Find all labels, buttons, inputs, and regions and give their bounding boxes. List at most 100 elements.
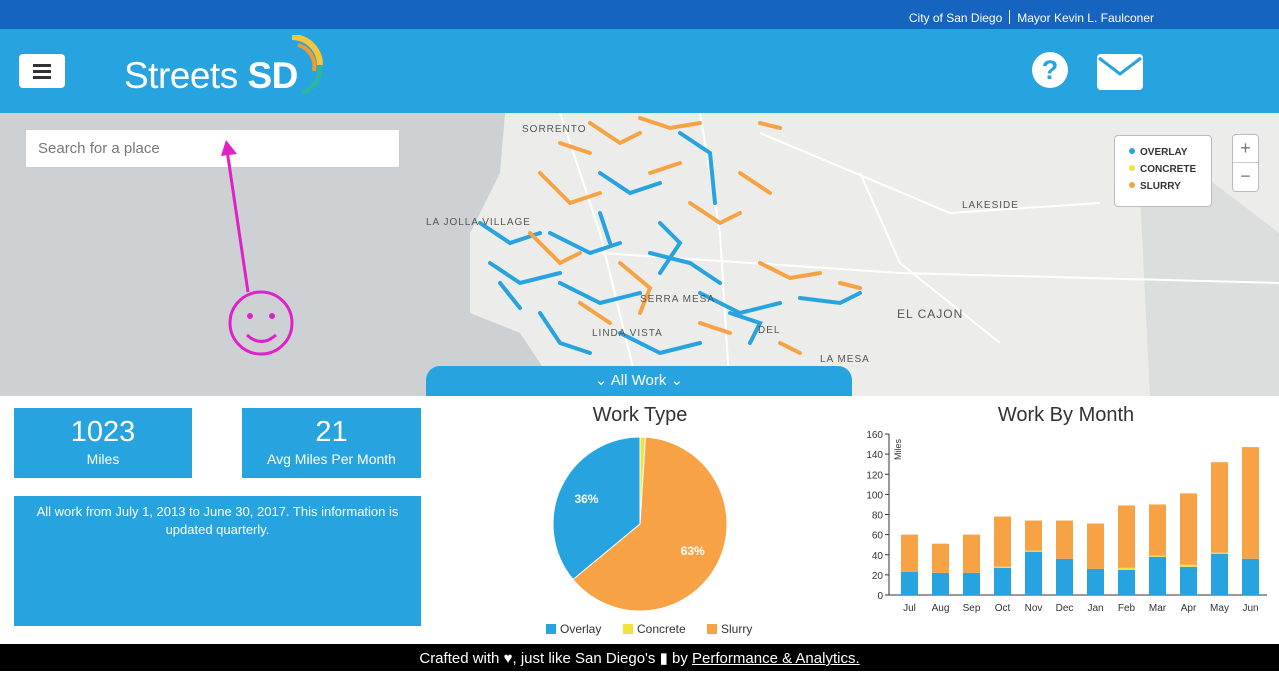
x-tick-label: Jan [1087, 603, 1103, 614]
bar-slurry[interactable] [1242, 447, 1259, 559]
bar-overlay[interactable] [932, 572, 949, 595]
mail-icon[interactable] [1097, 54, 1143, 90]
menu-button[interactable] [19, 54, 65, 88]
x-tick-label: Jul [903, 603, 916, 614]
pie-legend-label[interactable]: Slurry [721, 622, 752, 636]
beer-icon: ▮ [659, 650, 668, 667]
map-label: LAKESIDE [962, 200, 1019, 211]
chevron-down-icon: ⌄ [670, 372, 684, 389]
legend-item-concrete[interactable]: CONCRETE [1129, 164, 1211, 181]
map-label: EL CAJON [897, 307, 964, 321]
bar-concrete[interactable] [1149, 555, 1166, 557]
bar-overlay[interactable] [963, 572, 980, 595]
map[interactable]: SORRENTO LA JOLLA VILLAGE SERRA MESA LIN… [0, 113, 1279, 396]
info-box: All work from July 1, 2013 to June 30, 2… [14, 496, 421, 626]
zoom-in-button[interactable]: + [1233, 135, 1258, 163]
legend-dot [1129, 165, 1135, 171]
work-by-month-chart: 0 20 40 60 80 100 120 140 160 Miles Jul Aug Sep Oct No… [866, 430, 1267, 614]
bar-slurry[interactable] [1025, 520, 1042, 551]
mayor-link[interactable]: Mayor Kevin L. Faulconer [1017, 11, 1154, 25]
x-tick-label: Nov [1025, 603, 1043, 614]
bar-overlay[interactable] [994, 567, 1011, 595]
city-link[interactable]: City of San Diego [908, 11, 1003, 25]
logo-light: Streets [124, 55, 248, 96]
analytics-link[interactable]: Performance & Analytics. [692, 650, 860, 667]
filter-tab[interactable]: ⌄ All Work ⌄ [426, 366, 852, 396]
legend-label: CONCRETE [1140, 164, 1197, 175]
bar-overlay[interactable] [1180, 566, 1197, 595]
pie-slice-slurry[interactable] [572, 436, 728, 612]
footer-middle: , just like San Diego's [512, 650, 656, 667]
pie-title: Work Type [592, 404, 688, 426]
bar-concrete[interactable] [1025, 550, 1042, 552]
y-tick-label: 0 [877, 591, 883, 602]
x-tick-label: Jun [1242, 603, 1258, 614]
x-tick-label: Dec [1056, 603, 1074, 614]
pie-legend-swatch [623, 624, 633, 634]
header: Streets SD ? [0, 29, 1279, 113]
x-tick-label: Apr [1181, 603, 1197, 614]
legend-item-overlay[interactable]: OVERLAY [1129, 147, 1211, 164]
bar-title: Work By Month [997, 404, 1135, 426]
avg-miles-stat: 21 Avg Miles Per Month [242, 408, 421, 478]
bar-overlay[interactable] [1087, 568, 1104, 595]
map-legend: OVERLAY CONCRETE SLURRY [1114, 135, 1212, 207]
bar-overlay[interactable] [1149, 556, 1166, 595]
x-tick-label: Aug [932, 603, 950, 614]
legend-label: SLURRY [1140, 181, 1181, 192]
zoom-out-button[interactable]: − [1240, 166, 1251, 186]
bar-concrete[interactable] [994, 566, 1011, 568]
svg-text:?: ? [1042, 55, 1059, 85]
help-icon[interactable]: ? [1031, 51, 1069, 89]
x-tick-label: Oct [995, 603, 1011, 614]
logo[interactable]: Streets SD [124, 55, 298, 97]
bar-overlay[interactable] [901, 571, 918, 595]
pie-legend-label[interactable]: Overlay [560, 622, 601, 636]
y-tick-label: 40 [872, 551, 884, 562]
bar-concrete[interactable] [1180, 564, 1197, 567]
bar-slurry[interactable] [963, 534, 980, 573]
zoom-control: + − [1232, 134, 1259, 192]
bar-slurry[interactable] [1211, 462, 1228, 553]
logo-bold: SD [247, 55, 299, 96]
bar-slurry[interactable] [1118, 505, 1135, 568]
y-tick-label: 160 [866, 430, 883, 441]
map-background [0, 113, 1279, 396]
bar-concrete[interactable] [1211, 552, 1228, 554]
legend-dot [1129, 182, 1135, 188]
y-tick-label: 60 [872, 531, 884, 542]
footer-by: by [672, 650, 688, 667]
filter-label: All Work [610, 372, 667, 389]
bar-concrete[interactable] [1118, 567, 1135, 570]
pie-data-label: 63% [681, 544, 705, 558]
heart-icon: ♥ [503, 650, 513, 667]
x-tick-label: Mar [1149, 603, 1167, 614]
bar-slurry[interactable] [932, 543, 949, 573]
hamburger-icon-line [33, 70, 51, 73]
bar-slurry[interactable] [994, 516, 1011, 567]
bar-slurry[interactable] [901, 534, 918, 572]
bar-overlay[interactable] [1118, 569, 1135, 595]
bar-slurry[interactable] [1056, 520, 1073, 559]
pie-legend-swatch [707, 624, 717, 634]
map-label: LA JOLLA VILLAGE [426, 217, 531, 228]
bar-overlay[interactable] [1025, 551, 1042, 595]
top-links: City of San Diego Mayor Kevin L. Faulcone… [909, 10, 1154, 25]
bar-overlay[interactable] [1056, 558, 1073, 595]
pie-legend-label[interactable]: Concrete [637, 622, 686, 636]
bar-slurry[interactable] [1087, 523, 1104, 569]
bar-slurry[interactable] [1149, 504, 1166, 556]
legend-item-slurry[interactable]: SLURRY [1129, 181, 1211, 198]
bar-overlay[interactable] [1211, 553, 1228, 595]
chevron-down-icon: ⌄ [594, 372, 608, 389]
x-tick-label: May [1210, 603, 1229, 614]
footer-prefix: Crafted with [419, 650, 500, 667]
y-tick-label: 80 [872, 511, 884, 522]
pie-slice-overlay[interactable] [552, 436, 641, 581]
y-axis-label: Miles [893, 438, 903, 460]
bar-slurry[interactable] [1180, 493, 1197, 565]
bar-overlay[interactable] [1242, 558, 1259, 595]
work-type-pie-chart: 63% 36% Overlay Concrete Slurry [546, 436, 752, 636]
map-label: SORRENTO [522, 124, 587, 135]
search-input[interactable] [25, 129, 400, 168]
